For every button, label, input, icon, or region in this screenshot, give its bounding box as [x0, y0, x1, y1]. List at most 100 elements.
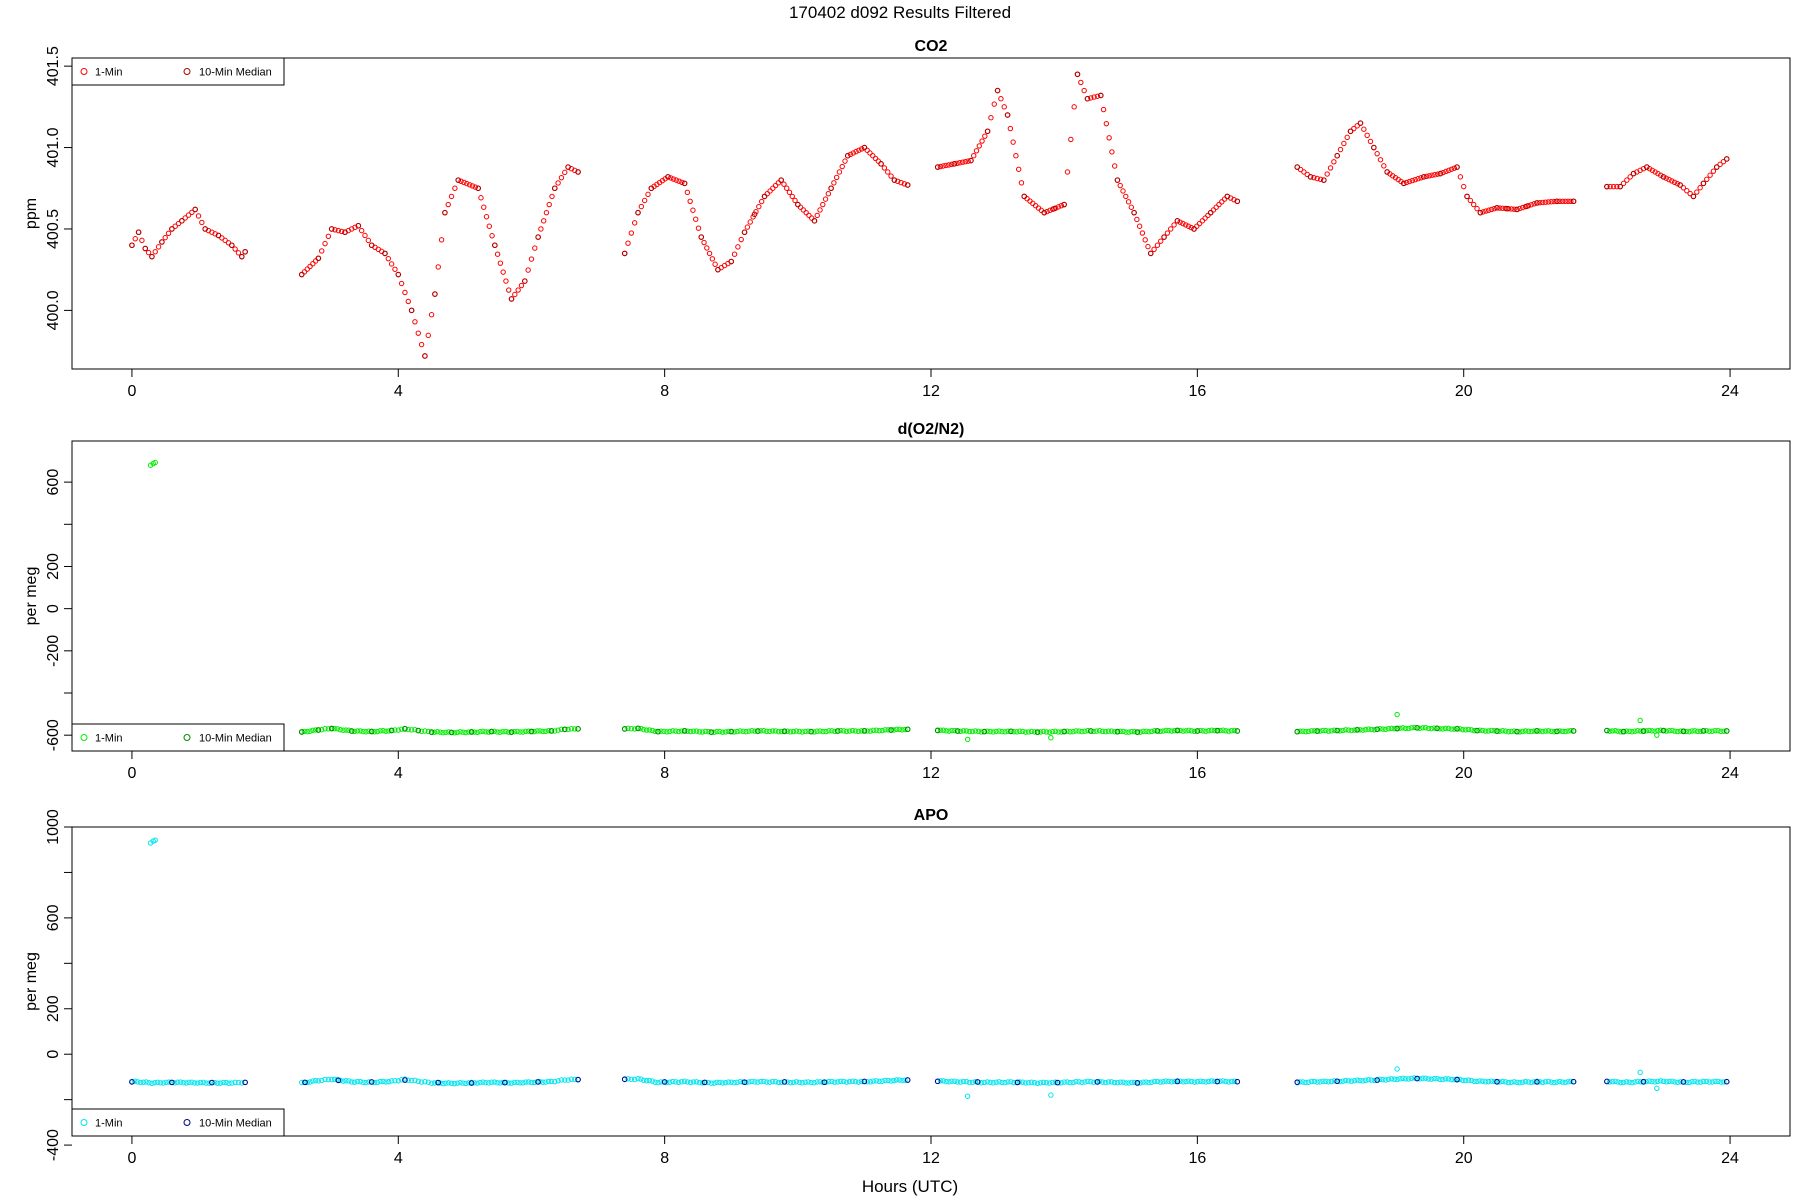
data-point — [829, 1078, 835, 1085]
median-point — [1660, 727, 1667, 734]
data-point — [1418, 175, 1424, 181]
median-point — [981, 728, 988, 735]
points-layer — [129, 71, 1730, 359]
data-point — [731, 729, 737, 735]
data-point — [850, 150, 857, 156]
data-point — [695, 225, 702, 231]
data-point — [1308, 728, 1315, 734]
median-point — [1514, 206, 1520, 213]
median-point — [1094, 1079, 1101, 1085]
data-point — [1519, 728, 1526, 735]
data-point — [842, 158, 848, 164]
data-point — [655, 1079, 661, 1086]
data-point — [405, 1077, 411, 1083]
data-point — [552, 728, 558, 734]
data-point — [693, 728, 700, 734]
legend-marker — [183, 734, 191, 741]
data-point — [767, 1079, 773, 1085]
data-point — [1340, 727, 1346, 734]
data-point — [971, 152, 977, 159]
data-point — [1706, 1079, 1712, 1085]
median-point — [565, 164, 571, 170]
data-point — [1408, 1075, 1415, 1082]
median-point — [1604, 727, 1610, 734]
data-point — [1357, 1077, 1363, 1084]
data-point — [1606, 1079, 1613, 1085]
data-point — [899, 1077, 905, 1084]
data-point — [1223, 728, 1229, 734]
outlier-point — [1394, 711, 1400, 718]
data-point — [357, 728, 363, 734]
data-point — [838, 1078, 844, 1084]
data-point — [1194, 1079, 1201, 1085]
data-point — [1068, 136, 1074, 143]
median-point — [1314, 728, 1321, 734]
data-point — [625, 725, 631, 732]
data-point — [743, 728, 749, 735]
legend-marker — [80, 68, 88, 75]
data-point — [1672, 728, 1678, 734]
median-point — [522, 278, 528, 284]
x-axis-title: Hours (UTC) — [862, 1177, 958, 1196]
data-point — [322, 726, 328, 732]
data-point — [319, 248, 325, 254]
median-point — [1051, 205, 1057, 212]
data-point — [954, 1079, 961, 1085]
data-point — [1064, 728, 1070, 734]
data-point — [817, 728, 823, 734]
median-point — [661, 1079, 668, 1085]
data-point — [1537, 728, 1543, 734]
data-point — [1417, 725, 1423, 731]
data-point — [1064, 169, 1071, 175]
data-point — [676, 1079, 682, 1086]
data-point — [882, 727, 888, 733]
data-point — [758, 1078, 764, 1085]
data-point — [722, 1080, 729, 1086]
data-point — [1108, 1079, 1115, 1085]
data-point — [392, 727, 398, 733]
data-point — [558, 174, 565, 181]
data-point — [1143, 1079, 1149, 1085]
data-point — [1497, 205, 1503, 211]
y-axis-label: ppm — [23, 198, 40, 229]
data-point — [1226, 1079, 1232, 1085]
data-point — [1081, 87, 1087, 94]
data-point — [1491, 205, 1497, 212]
data-point — [531, 1079, 538, 1086]
x-tick-label: 24 — [1721, 1150, 1739, 1167]
median-point — [1061, 201, 1067, 208]
data-point — [1480, 727, 1486, 734]
data-point — [1445, 1076, 1452, 1082]
data-point — [1680, 185, 1687, 191]
data-point — [545, 1078, 552, 1085]
data-point — [811, 729, 817, 735]
data-point — [717, 1079, 723, 1086]
data-point — [1005, 1079, 1011, 1085]
median-point — [435, 1079, 442, 1086]
data-point — [189, 209, 195, 215]
data-point — [454, 1080, 460, 1086]
median-point — [681, 180, 688, 187]
points-layer — [129, 837, 1730, 1099]
median-point — [535, 1079, 541, 1085]
median-point — [755, 728, 761, 734]
data-point — [1188, 728, 1195, 734]
data-point — [1615, 728, 1621, 734]
data-point — [1137, 1080, 1143, 1086]
data-point — [425, 1079, 431, 1085]
data-point — [1623, 728, 1630, 734]
median-point — [751, 211, 758, 218]
y-axis-label: per meg — [23, 567, 40, 626]
data-point — [1500, 1078, 1506, 1085]
median-point — [1414, 725, 1420, 731]
data-point — [1697, 1079, 1704, 1085]
apo-panel: APO 0 4 8 12 16 20 24 -400 0 200 600 1000 per meg 1-Mi… — [23, 807, 1791, 1167]
data-point — [463, 729, 469, 736]
data-point — [740, 728, 746, 734]
median-point — [395, 271, 402, 278]
data-point — [443, 1080, 449, 1086]
data-point — [1180, 728, 1186, 734]
data-point — [793, 1079, 800, 1085]
median-point — [1570, 728, 1577, 734]
median-point — [1131, 209, 1137, 216]
